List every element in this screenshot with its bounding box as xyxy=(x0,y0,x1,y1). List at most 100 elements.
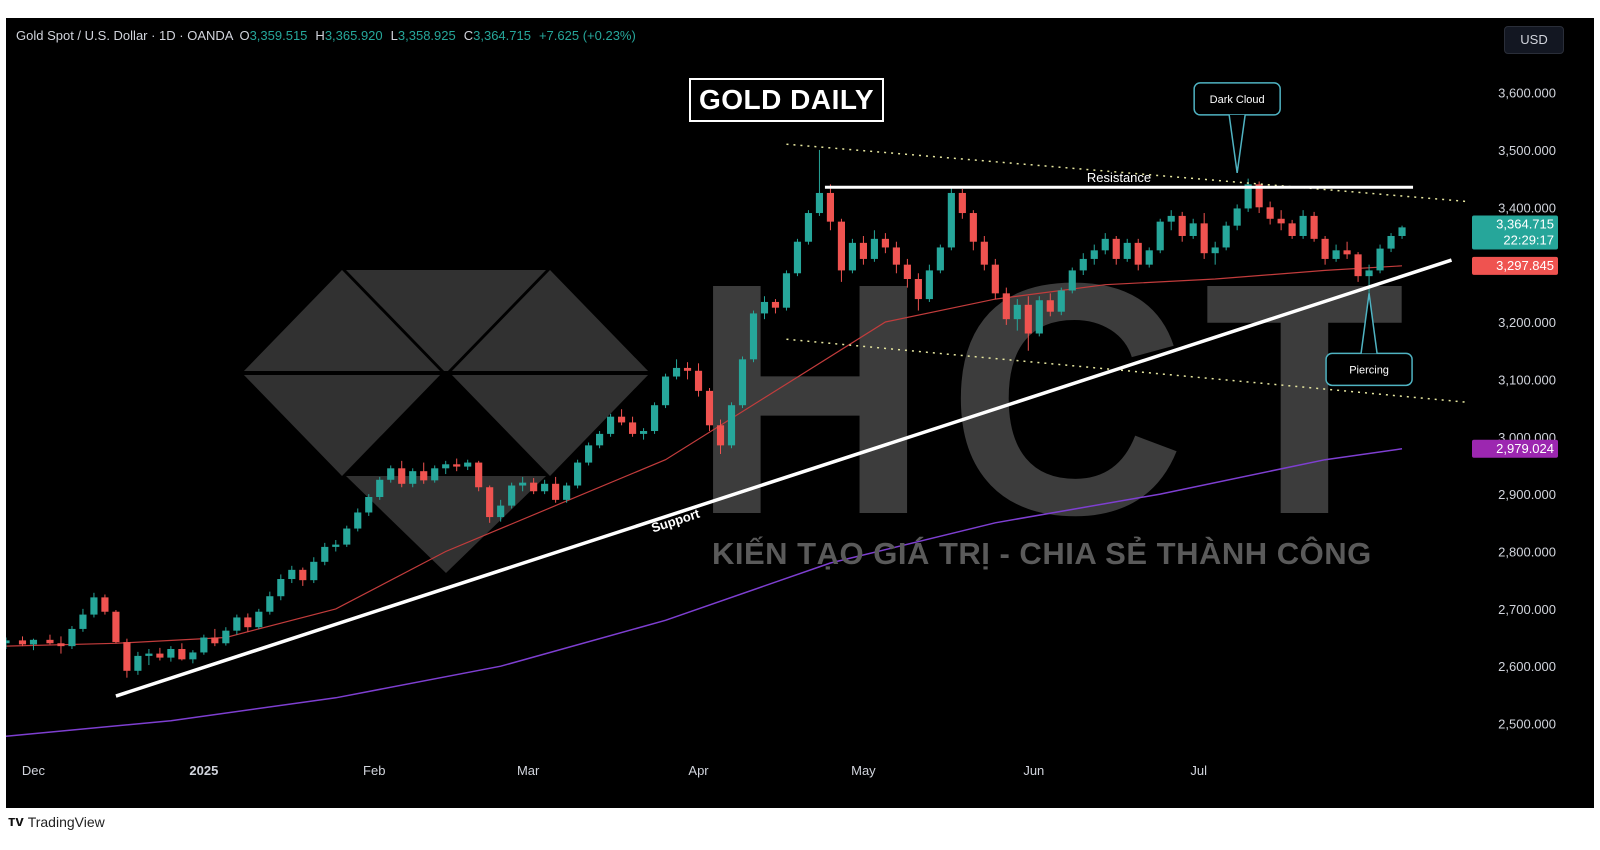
candle xyxy=(255,608,263,629)
currency-button[interactable]: USD xyxy=(1504,26,1564,54)
candle xyxy=(650,402,659,434)
symbol-legend[interactable]: Gold Spot / U.S. Dollar · 1D · OANDA O 3,… xyxy=(16,28,644,43)
candle-body xyxy=(1134,242,1142,265)
watermark-letters: HCT xyxy=(691,214,1423,583)
symbol-name[interactable]: Gold Spot / U.S. Dollar · 1D · OANDA xyxy=(16,28,234,43)
candle-body xyxy=(1189,223,1197,236)
candle xyxy=(1145,247,1153,268)
candle xyxy=(1068,267,1076,294)
candle-body xyxy=(376,479,384,497)
y-tick-label: 3,500.000 xyxy=(1498,143,1556,158)
candle-body xyxy=(1178,215,1186,236)
candle xyxy=(716,419,725,454)
candle-body xyxy=(1244,184,1252,209)
candle xyxy=(1035,296,1043,337)
candle-body xyxy=(1090,250,1098,259)
candle xyxy=(134,651,142,675)
candle-body xyxy=(123,642,131,671)
candle xyxy=(892,241,900,274)
y-tick-label: 3,400.000 xyxy=(1498,200,1556,215)
candle-body xyxy=(1002,293,1010,320)
candle xyxy=(815,149,824,216)
candle-body xyxy=(969,213,977,242)
candle xyxy=(68,626,76,650)
candle xyxy=(343,525,351,547)
candle xyxy=(628,416,637,437)
candle-body xyxy=(1145,250,1153,265)
candle xyxy=(1266,201,1274,225)
y-axis[interactable]: 2,500.000 2,600.000 2,700.000 2,800.000 2,90… xyxy=(1498,86,1556,732)
close-value: 3,364.715 xyxy=(473,28,531,43)
candle xyxy=(519,476,527,492)
candle-body xyxy=(618,416,626,423)
candle xyxy=(1332,244,1340,262)
ma-long-line xyxy=(6,448,1403,737)
close-label: C xyxy=(463,28,474,43)
candle xyxy=(837,218,846,282)
candle-body xyxy=(1222,225,1230,248)
candle-body xyxy=(453,464,461,467)
candle-body xyxy=(112,611,120,643)
candle-body xyxy=(563,485,571,500)
candle xyxy=(727,402,736,449)
candle xyxy=(1288,219,1296,239)
candle-body xyxy=(222,630,230,644)
candle xyxy=(189,650,197,664)
price-tag-value: 3,297.845 xyxy=(1496,258,1554,273)
candle-body xyxy=(68,628,76,647)
candle-body xyxy=(1255,184,1263,208)
candle-body xyxy=(705,390,714,426)
y-tick-label: 3,200.000 xyxy=(1498,315,1556,330)
chart-title: GOLD DAILY xyxy=(689,78,885,122)
candle xyxy=(585,442,593,466)
candle xyxy=(607,413,615,437)
candle-body xyxy=(881,238,889,248)
candle-body xyxy=(233,617,241,631)
open-value: 3,359.515 xyxy=(249,28,308,43)
candlesticks xyxy=(6,149,1406,678)
candle-body xyxy=(661,376,670,406)
candle xyxy=(1277,210,1285,231)
candle xyxy=(167,646,175,662)
candle-body xyxy=(189,652,197,660)
candle-body xyxy=(1233,208,1241,226)
candle xyxy=(57,636,65,654)
candle-body xyxy=(683,367,692,371)
x-tick-label: Apr xyxy=(688,763,709,778)
x-axis[interactable]: Dec 2025 Feb Mar Apr May Jun Jul xyxy=(22,763,1207,778)
candle xyxy=(6,637,10,650)
candle xyxy=(90,592,98,618)
candle xyxy=(530,478,538,495)
candle-body xyxy=(782,273,791,308)
candle xyxy=(694,363,703,397)
price-tag: 3,297.845 xyxy=(1472,256,1558,275)
watermark-logo-text: HCT xyxy=(691,214,1423,583)
candle-body xyxy=(815,192,824,214)
candle xyxy=(464,459,472,471)
candle xyxy=(914,273,922,311)
candle xyxy=(145,649,153,666)
candle xyxy=(683,362,692,380)
candle xyxy=(1156,218,1164,254)
candle xyxy=(541,479,549,495)
x-tick-label: Mar xyxy=(517,763,540,778)
candle xyxy=(1013,299,1021,331)
candle-body xyxy=(607,416,615,434)
candle xyxy=(453,458,461,472)
candle xyxy=(1222,221,1230,251)
candle-body xyxy=(716,425,725,446)
candle xyxy=(1244,178,1252,212)
candle xyxy=(1057,287,1065,316)
candle xyxy=(442,460,450,475)
candle-body xyxy=(980,241,988,265)
tradingview-brand[interactable]: TradingView xyxy=(27,813,105,830)
candle-body xyxy=(738,359,747,406)
candle xyxy=(200,634,208,655)
candle xyxy=(1002,287,1010,325)
candle-body xyxy=(200,637,208,653)
candle xyxy=(705,388,714,432)
candle-body xyxy=(914,279,922,300)
high-value: 3,365.920 xyxy=(324,28,383,43)
